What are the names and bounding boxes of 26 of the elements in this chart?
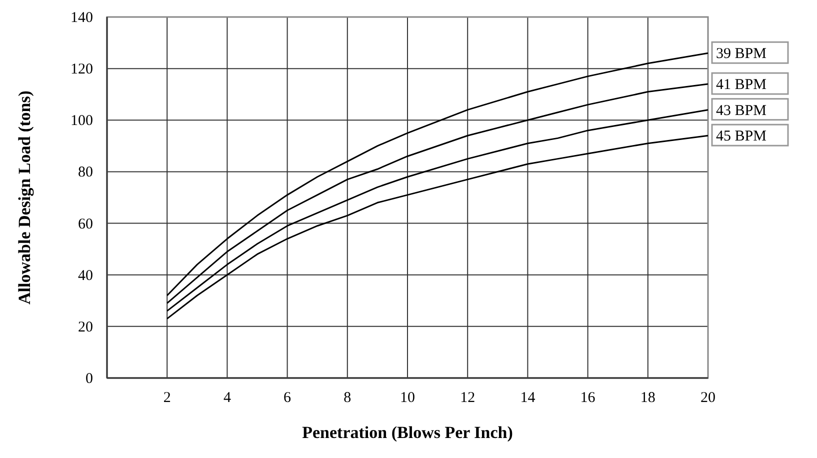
y-tick-label: 40: [78, 268, 93, 284]
x-tick-label: 8: [344, 390, 352, 406]
x-tick-label: 2: [163, 390, 171, 406]
x-axis-title: Penetration (Blows Per Inch): [302, 423, 513, 442]
y-tick-label: 80: [78, 164, 93, 181]
x-tick-label: 14: [520, 390, 536, 406]
x-tick-label: 12: [460, 390, 476, 406]
line-series: [166, 52, 709, 296]
x-tick-label: 10: [400, 390, 415, 406]
y-tick-label: 20: [78, 319, 93, 336]
line-series: [166, 134, 709, 320]
x-tick-label: 20: [700, 390, 716, 406]
series-label: 39 BPM: [716, 46, 766, 62]
y-tick-label: 100: [70, 113, 93, 130]
y-tick-label: 0: [86, 371, 93, 387]
y-tick-label: 60: [78, 216, 93, 232]
y-axis-title: Allowable Design Load (tons): [15, 90, 34, 304]
y-tick-label: 120: [70, 62, 93, 78]
series-label: 45 BPM: [716, 128, 766, 145]
y-tick-label: 140: [70, 10, 93, 26]
x-tick-label: 4: [223, 390, 232, 406]
x-tick-label: 6: [284, 390, 292, 406]
series-label: 43 BPM: [716, 102, 766, 119]
x-tick-label: 16: [580, 390, 596, 406]
series-label: 41 BPM: [716, 77, 766, 94]
x-tick-label: 18: [640, 390, 656, 406]
